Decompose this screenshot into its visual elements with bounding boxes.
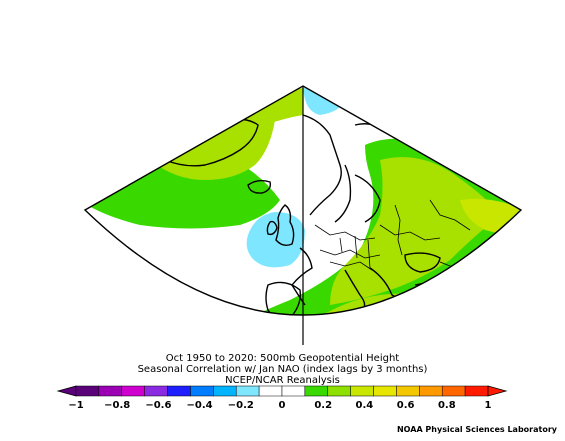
colorbar-swatch — [213, 385, 237, 397]
colorbar-swatch — [281, 385, 306, 397]
caption-subtitle: Seasonal Correlation w/ Jan NAO (index l… — [137, 364, 428, 375]
colorbar-tick-label: 0 — [279, 400, 286, 411]
colorbar-tick-label: 0.6 — [397, 400, 415, 411]
border-3 — [329, 261, 373, 271]
colorbar-tick-label: 0.4 — [356, 400, 374, 411]
correlation-map — [83, 85, 523, 345]
caption-title: Oct 1950 to 2020: 500mb Geopotential Hei… — [165, 353, 400, 364]
baltic-coast — [354, 174, 381, 223]
border-4 — [379, 224, 441, 241]
colorbar-tick-label: −0.8 — [104, 400, 130, 411]
iberia-coast — [265, 281, 301, 315]
colorbar-tick-label: −0.6 — [145, 400, 171, 411]
ireland-coast — [266, 220, 278, 236]
colorbar-swatch — [350, 385, 374, 397]
britain-coast — [275, 204, 295, 247]
norway-coast — [302, 114, 342, 216]
colorbar-swatch — [235, 385, 260, 397]
colorbar-arrow-right — [487, 385, 508, 397]
colorbar-arrow-left — [56, 385, 77, 397]
colorbar-tick-label: −0.2 — [228, 400, 254, 411]
contour-east-yellow — [330, 157, 500, 305]
colorbar-swatch — [144, 385, 168, 397]
colorbar-swatch — [75, 385, 100, 397]
colorbar-tick-label: −0.4 — [187, 400, 213, 411]
border-1 — [314, 224, 376, 241]
colorbar-swatch — [167, 385, 191, 397]
colorbar-swatch — [190, 385, 214, 397]
border-7 — [429, 199, 471, 231]
colorbar: −1 −0.8 −0.6 −0.4 −0.2 0 0.2 0.4 0.6 0.8 1 — [56, 385, 508, 411]
colorbar-tick-label: 0.8 — [438, 400, 456, 411]
colorbar-swatch — [121, 385, 145, 397]
caspian-coast — [473, 248, 487, 283]
contour-greenland-yellow — [150, 108, 275, 180]
colorbar-swatch — [373, 385, 397, 397]
border-2 — [319, 249, 381, 259]
colorbar-swatch — [258, 385, 283, 397]
colorbar-tick-label: 1 — [485, 400, 492, 411]
sweden-coast — [334, 164, 352, 223]
colorbar-swatch — [464, 385, 489, 397]
caption-source: NCEP/NCAR Reanalysis — [225, 375, 340, 386]
map-frame — [83, 85, 523, 316]
colorbar-swatch — [441, 385, 466, 397]
colorbar-swatch — [327, 385, 351, 397]
credit-text: NOAA Physical Sciences Laboratory — [396, 425, 557, 434]
blacksea-coast — [404, 252, 441, 273]
turkey-coast — [414, 281, 467, 301]
colorbar-tick-label: −1 — [68, 400, 83, 411]
france-coast — [291, 247, 313, 306]
border-5 — [394, 204, 403, 256]
border-6 — [339, 235, 371, 269]
colorbar-swatch — [396, 385, 420, 397]
africa-coast — [284, 314, 441, 315]
colorbar-tick-label: 0.2 — [314, 400, 332, 411]
iceland-coast — [247, 179, 272, 194]
colorbar-swatch — [98, 385, 123, 397]
colorbar-swatch — [419, 385, 443, 397]
colorbar-swatch — [304, 385, 329, 397]
